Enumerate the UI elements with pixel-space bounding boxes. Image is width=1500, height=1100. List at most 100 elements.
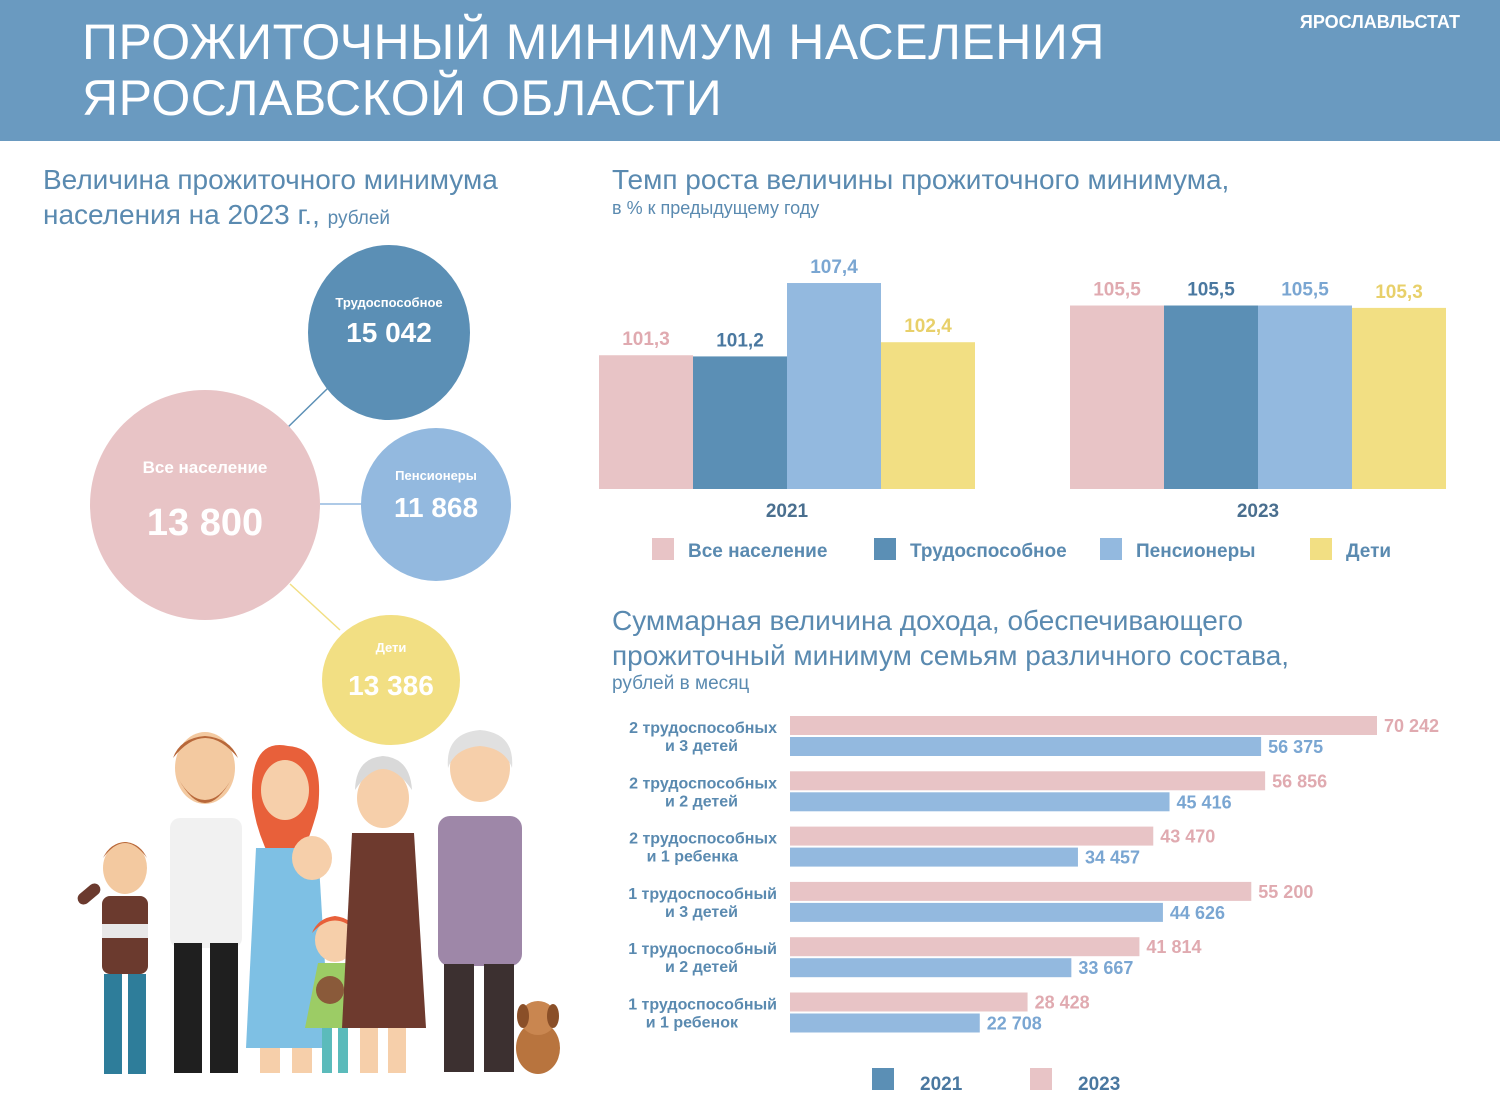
income-value-label: 56 375: [1268, 737, 1323, 757]
growth-value-label: 105,5: [1187, 280, 1235, 301]
family-illustration: [77, 730, 560, 1074]
growth-year-label: 2021: [766, 501, 809, 522]
legend-swatch: [1310, 538, 1332, 560]
circle-all-population: Все население 13 800: [90, 390, 320, 620]
circle-children: Дети 13 386: [322, 615, 460, 745]
income-value-label: 44 626: [1170, 903, 1225, 923]
income-value-label: 43 470: [1160, 827, 1215, 847]
income-value-label: 56 856: [1272, 771, 1327, 791]
connector-children: [289, 583, 341, 631]
growth-value-label: 107,4: [810, 257, 858, 278]
family-type-label: 2 трудоспособных: [629, 720, 777, 737]
legend-label: Трудоспособное: [910, 541, 1067, 562]
growth-bar-2023-2: [1164, 305, 1258, 489]
legend-label: Пенсионеры: [1136, 541, 1255, 562]
pensioners-value: 11 868: [393, 492, 479, 523]
income-bar-2023: [790, 771, 1266, 791]
growth-value-label: 105,5: [1281, 280, 1329, 301]
legend-swatch: [874, 538, 896, 560]
growth-year-label: 2023: [1237, 501, 1279, 522]
legend-label: Дети: [1346, 541, 1391, 562]
growth-bar-2023-3: [1258, 305, 1352, 489]
grandmother-figure: [342, 756, 426, 1073]
income-value-label: 55 200: [1258, 882, 1313, 902]
family-type-label: 2 трудоспособных: [629, 775, 777, 792]
growth-bar-2021-2: [693, 356, 787, 489]
income-value-label: 34 457: [1085, 848, 1140, 868]
family-type-label: и 2 детей: [665, 959, 738, 976]
all-population-value: 13 800: [146, 502, 264, 544]
income-bar-2023: [790, 716, 1377, 735]
mother-figure: [246, 745, 332, 1073]
working-age-value: 15 042: [346, 317, 432, 348]
pensioners-label: Пенсионеры: [395, 468, 477, 483]
family-type-label: и 1 ребенка: [647, 849, 739, 866]
legend-swatch: [1100, 538, 1122, 560]
income-bar-2021: [790, 958, 1072, 978]
family-type-label: 2 трудоспособных: [629, 831, 777, 848]
income-bar-2023: [790, 881, 1252, 901]
income-bar-2021: [790, 1013, 980, 1033]
father-figure: [170, 732, 242, 1073]
income-value-label: 45 416: [1177, 792, 1232, 812]
income-value-label: 22 708: [987, 1014, 1042, 1034]
growth-bar-2021-3: [787, 283, 881, 489]
dog-figure: [516, 1001, 560, 1074]
legend-label: Все население: [688, 541, 827, 562]
circle-working-age: Трудоспособное 15 042: [308, 245, 470, 420]
income-value-label: 41 814: [1146, 937, 1201, 957]
children-value: 13 386: [348, 670, 434, 701]
family-type-label: и 3 детей: [665, 904, 738, 921]
growth-bar-2021-1: [599, 355, 693, 489]
income-bar-2021: [790, 792, 1170, 812]
income-legend-label: 2021: [920, 1074, 963, 1095]
growth-bar-2023-4: [1352, 307, 1446, 489]
boy-figure: [77, 842, 148, 1074]
income-bar-2023: [790, 826, 1154, 846]
family-type-label: и 3 детей: [665, 738, 738, 755]
page-title: ПРОЖИТОЧНЫЙ МИНИМУМ НАСЕЛЕНИЯ ЯРОСЛАВСКО…: [82, 14, 1105, 126]
subsistence-title-text: Величина прожиточного минимума населения…: [43, 164, 498, 230]
organization-name: ЯРОСЛАВЛЬСТАТ: [1299, 12, 1460, 32]
income-legend-label: 2023: [1078, 1074, 1120, 1095]
family-type-label: и 2 детей: [665, 793, 738, 810]
growth-value-label: 101,3: [622, 329, 670, 350]
growth-value-label: 105,5: [1093, 280, 1141, 301]
family-type-label: 1 трудоспособный: [628, 886, 777, 903]
growth-value-label: 102,4: [904, 316, 952, 337]
income-section-title: Суммарная величина дохода, обеспечивающе…: [612, 605, 1290, 671]
growth-section-title: Темп роста величины прожиточного минимум…: [612, 164, 1230, 195]
connector-working: [284, 387, 329, 431]
income-legend-swatch: [872, 1068, 894, 1090]
income-value-label: 70 242: [1384, 716, 1439, 736]
all-population-label: Все население: [142, 458, 268, 477]
family-type-label: 1 трудоспособный: [628, 941, 777, 958]
subsistence-section-title: Величина прожиточного минимума населения…: [43, 162, 543, 236]
income-value-label: 28 428: [1035, 993, 1090, 1013]
legend-swatch: [652, 538, 674, 560]
income-legend-swatch: [1030, 1068, 1052, 1090]
income-bar-2023: [790, 937, 1140, 957]
growth-bar-2023-1: [1070, 305, 1164, 489]
subsistence-unit: рублей: [327, 208, 391, 229]
income-bar-2021: [790, 847, 1078, 867]
income-bar-2021: [790, 902, 1163, 922]
growth-bar-chart: 101,3 101,2 107,4 102,4 2021 105,5 105,5 105,5 1…: [599, 257, 1446, 562]
income-value-label: 33 667: [1078, 958, 1133, 978]
growth-value-label: 105,3: [1375, 282, 1423, 303]
bubble-connectors: [284, 387, 362, 631]
growth-bar-2021-4: [881, 342, 975, 489]
family-type-label: 1 трудоспособный: [628, 997, 777, 1014]
working-age-label: Трудоспособное: [335, 295, 443, 310]
income-bar-2023: [790, 992, 1028, 1012]
circle-pensioners: Пенсионеры 11 868: [361, 428, 511, 581]
children-label: Дети: [375, 640, 407, 655]
growth-section-subtitle: в % к предыдущему году: [612, 198, 820, 218]
income-bar-2021: [790, 737, 1262, 756]
growth-value-label: 101,2: [716, 330, 764, 351]
header-banner: ПРОЖИТОЧНЫЙ МИНИМУМ НАСЕЛЕНИЯ ЯРОСЛАВСКО…: [0, 0, 1500, 141]
income-section-subtitle: рублей в месяц: [612, 673, 750, 694]
family-type-label: и 1 ребенок: [646, 1015, 739, 1032]
grandfather-figure: [438, 730, 522, 1072]
